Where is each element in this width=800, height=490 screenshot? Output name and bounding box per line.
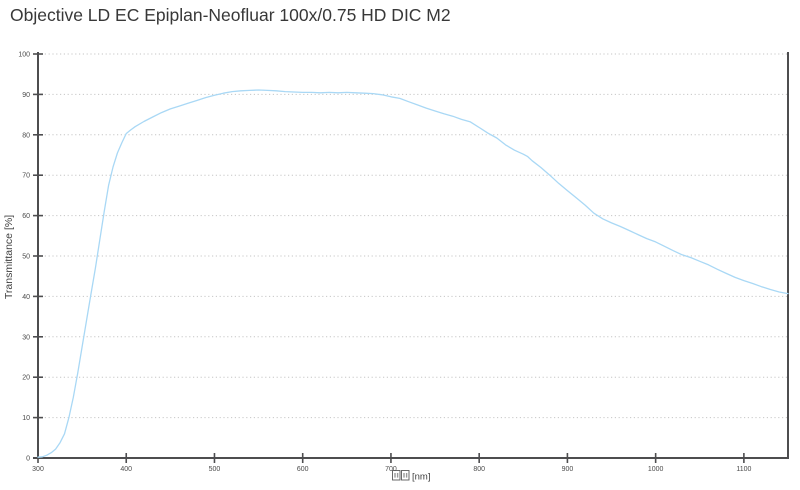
y-tick-label: 0 — [26, 456, 30, 463]
y-tick-label: 60 — [22, 213, 30, 220]
y-tick-label: 90 — [22, 92, 30, 99]
x-tick-label: 400 — [120, 466, 132, 473]
x-tick-label: 1100 — [736, 466, 751, 473]
x-tick-label: 600 — [297, 466, 309, 473]
missing-glyph-box-icon — [401, 470, 410, 481]
y-tick-label: 70 — [22, 173, 30, 180]
page-title: Objective LD EC Epiplan-Neofluar 100x/0.… — [10, 5, 451, 25]
y-tick-labels: 0 10 20 30 40 50 60 70 80 90 100 — [18, 52, 30, 463]
y-tick-label: 50 — [22, 254, 30, 261]
gridlines — [41, 53, 788, 419]
y-axis-title: Transmittance [%] — [3, 215, 15, 299]
y-tick-label: 30 — [22, 334, 30, 341]
transmittance-curve — [37, 89, 789, 458]
y-tick-label: 40 — [22, 294, 30, 301]
x-axis-unit-label: [nm] — [412, 472, 430, 483]
x-tick-label: 800 — [473, 466, 485, 473]
x-tick-label: 300 — [32, 466, 44, 473]
x-axis-title: [nm] — [392, 470, 430, 483]
y-tick-label: 100 — [18, 52, 30, 59]
x-tick-label: 1000 — [648, 466, 664, 473]
x-tick-label: 900 — [562, 466, 574, 473]
x-axis — [33, 453, 789, 463]
y-tick-label: 80 — [22, 132, 30, 139]
y-tick-label: 20 — [22, 375, 30, 382]
y-tick-label: 10 — [22, 415, 30, 422]
x-tick-labels: 300 400 500 600 700 800 900 1000 1100 — [32, 466, 751, 473]
curve-transmittance — [37, 89, 789, 458]
y-axis — [33, 52, 43, 459]
x-tick-label: 700 — [385, 466, 397, 473]
missing-glyph-box-icon — [392, 470, 401, 481]
x-tick-label: 500 — [209, 466, 221, 473]
